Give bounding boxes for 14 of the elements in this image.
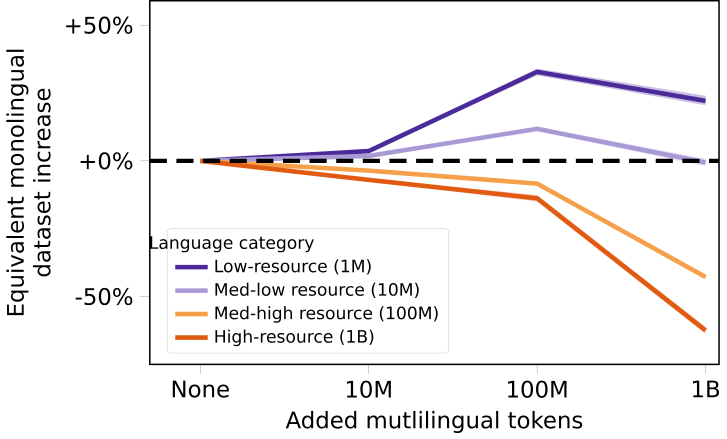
legend-title: Language category [150, 236, 314, 252]
x-tick-label: 1B [692, 380, 720, 398]
x-tick-label: 10M [346, 380, 391, 398]
legend-label: Med-high resource (100M) [215, 306, 438, 323]
y-axis-title: Equivalent monolingual dataset increase [6, 50, 51, 315]
y-tick-label: +0% [80, 152, 132, 170]
x-tick-label: None [172, 380, 229, 398]
x-axis-title: Added mutlilingual tokens [286, 410, 582, 433]
legend-label: Low-resource (1M) [215, 259, 371, 274]
y-tick-label: +50% [66, 16, 132, 34]
x-tick-label: 100M [508, 380, 567, 398]
legend-label: Med-low resource (10M) [215, 282, 419, 298]
legend-label: High-resource (1B) [215, 329, 374, 346]
y-tick-label: -50% [76, 288, 132, 305]
